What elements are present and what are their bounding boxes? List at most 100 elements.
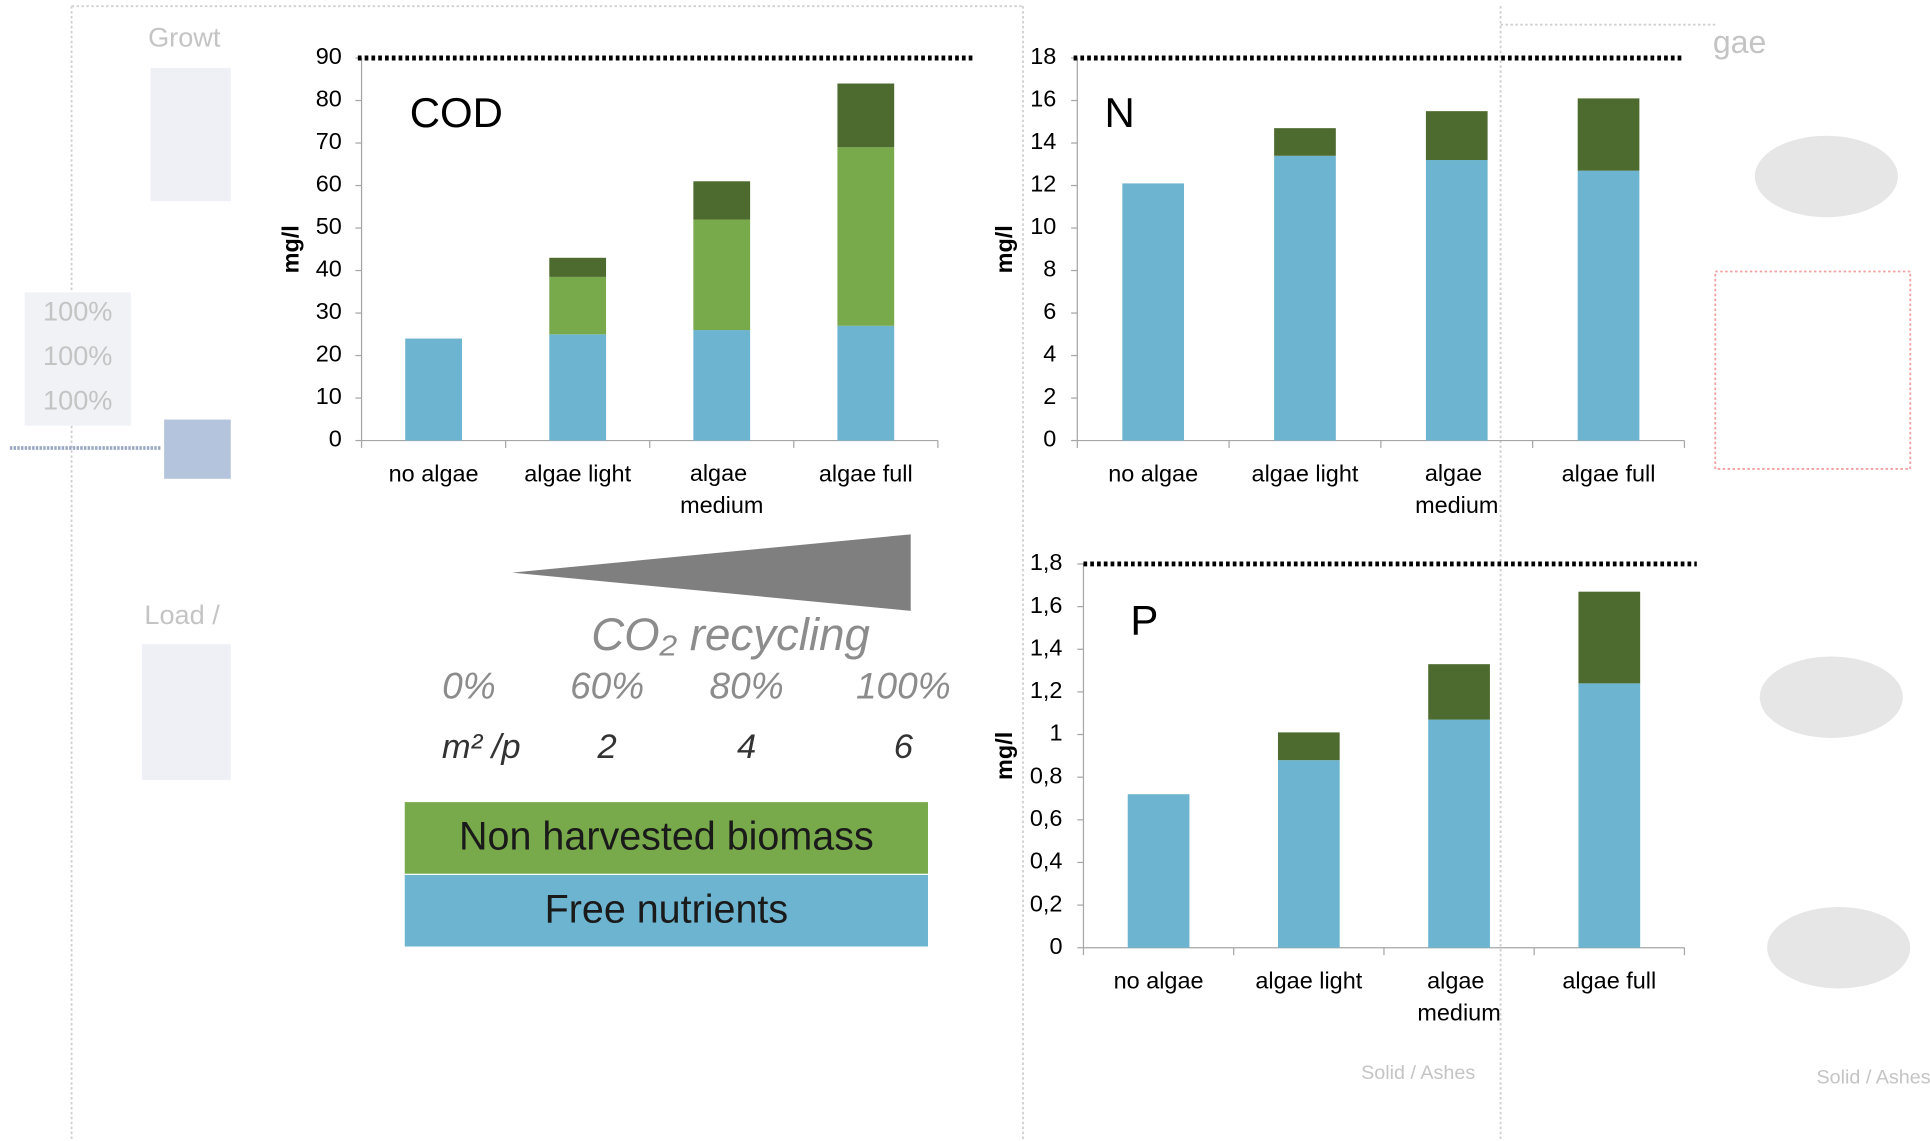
y-tick-label: 0,8	[1030, 762, 1063, 788]
y-tick-label: 10	[1030, 213, 1056, 239]
background-fragment: 100%	[43, 296, 112, 327]
background-fragment: Solid / Ashes	[1361, 1062, 1475, 1084]
x-tick-label: algae full	[819, 460, 913, 486]
bar-segment	[1277, 732, 1340, 761]
bar-segment	[1425, 111, 1488, 161]
chart-annotation: N	[1104, 89, 1134, 136]
area-value: 4	[737, 728, 756, 766]
bar-segment	[1127, 794, 1190, 948]
bar-segment	[1274, 155, 1336, 441]
legend-swatch	[404, 802, 928, 874]
y-tick-label: 16	[1030, 86, 1056, 112]
y-tick-label: 0	[1043, 426, 1056, 452]
bar-segment	[1277, 760, 1340, 948]
x-tick-label: algae full	[1562, 967, 1656, 993]
co2-wedge	[512, 534, 911, 611]
y-tick-label: 1,2	[1030, 677, 1063, 703]
y-tick-label: 1,4	[1030, 634, 1063, 660]
faint-table	[141, 644, 231, 780]
area-value: 6	[894, 728, 914, 766]
bar-segment	[837, 83, 895, 148]
bar-segment	[549, 257, 607, 277]
y-tick-label: 12	[1030, 171, 1056, 197]
co2-percentage: 60%	[570, 664, 644, 706]
x-tick-label: no algae	[1114, 967, 1204, 993]
bar-segment	[837, 147, 895, 326]
background-fragment: 100%	[43, 384, 112, 415]
area-value: 2	[597, 728, 617, 766]
bar-segment	[549, 334, 607, 441]
y-tick-label: 10	[316, 383, 342, 409]
y-axis-label: mg/l	[991, 732, 1017, 780]
co2-percentage: 80%	[710, 664, 784, 706]
chart-annotation: P	[1130, 596, 1158, 643]
y-tick-label: 60	[316, 171, 342, 197]
background-fragment: gae	[1713, 24, 1767, 60]
y-tick-label: 1,6	[1030, 592, 1063, 618]
faint-block	[164, 419, 231, 479]
bar-segment	[693, 181, 751, 220]
background-fragment: 100%	[43, 340, 112, 371]
bar-segment	[1578, 683, 1641, 948]
bar-segment	[549, 276, 607, 335]
bar-segment	[1577, 98, 1640, 171]
faint-table	[24, 292, 131, 426]
bar-segment	[1578, 591, 1641, 684]
bar-segment	[693, 219, 751, 331]
co2-percentage: 0%	[442, 664, 496, 706]
y-axis-label: mg/l	[991, 225, 1017, 273]
y-tick-label: 6	[1043, 298, 1056, 324]
x-tick-label: algae medium	[680, 460, 763, 518]
bar-segment	[405, 338, 462, 441]
y-tick-label: 50	[316, 213, 342, 239]
y-tick-label: 0,6	[1030, 805, 1063, 831]
x-tick-label: algae medium	[1415, 460, 1498, 518]
legend-swatch	[404, 874, 928, 947]
y-tick-label: 30	[316, 298, 342, 324]
y-tick-label: 1	[1049, 720, 1062, 746]
faint-cloud	[1759, 656, 1903, 738]
co2-percentage: 100%	[856, 664, 951, 706]
bar-segment	[1425, 160, 1488, 441]
y-tick-label: 2	[1043, 383, 1056, 409]
y-tick-label: 4	[1043, 341, 1056, 367]
y-tick-label: 20	[316, 341, 342, 367]
y-axis-label: mg/l	[278, 225, 304, 273]
bar-segment	[1122, 183, 1185, 441]
bar-segment	[693, 330, 751, 441]
bar-segment	[1428, 719, 1490, 948]
x-tick-label: algae medium	[1417, 967, 1500, 1025]
x-tick-label: algae full	[1562, 460, 1656, 486]
y-tick-label: 90	[316, 43, 342, 69]
faint-box	[1714, 270, 1912, 470]
legend-label: Free nutrients	[545, 887, 789, 931]
background-fragment: Solid / Ashes	[1816, 1067, 1930, 1089]
legend: Non harvested biomass Free nutrients	[404, 802, 928, 947]
background-fragment: Load /	[144, 599, 220, 630]
bar-segment	[837, 325, 895, 441]
y-tick-label: 8	[1043, 256, 1056, 282]
y-tick-label: 80	[316, 86, 342, 112]
bar-segment	[1577, 170, 1640, 441]
x-tick-label: no algae	[1108, 460, 1198, 486]
y-tick-label: 1,8	[1030, 549, 1063, 575]
legend-label: Non harvested biomass	[459, 815, 874, 859]
y-tick-label: 0	[329, 426, 342, 452]
chart-annotation: COD	[410, 89, 503, 136]
area-label: m² /p	[442, 728, 521, 766]
background-fragment: Growt	[148, 22, 221, 53]
bar-segment	[1274, 128, 1336, 156]
faint-table	[150, 67, 231, 202]
y-tick-label: 0,4	[1030, 848, 1063, 874]
x-tick-label: algae light	[1252, 460, 1359, 486]
y-tick-label: 0,2	[1030, 890, 1063, 916]
co2-title: CO₂ recycling	[591, 609, 870, 660]
y-tick-label: 40	[316, 256, 342, 282]
faint-cloud	[1767, 907, 1911, 989]
x-tick-label: algae light	[524, 460, 631, 486]
y-tick-label: 70	[316, 128, 342, 154]
y-tick-label: 18	[1030, 43, 1056, 69]
background-frame	[70, 5, 1912, 1141]
